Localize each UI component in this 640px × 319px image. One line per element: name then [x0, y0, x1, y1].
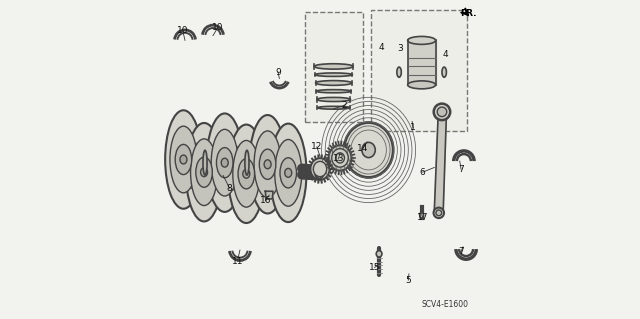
Ellipse shape: [433, 208, 444, 218]
Ellipse shape: [186, 123, 222, 221]
Text: 13: 13: [333, 154, 344, 163]
Ellipse shape: [254, 131, 281, 197]
Ellipse shape: [280, 158, 296, 188]
Ellipse shape: [344, 122, 393, 177]
Ellipse shape: [310, 158, 330, 180]
Text: 4: 4: [378, 43, 384, 52]
Ellipse shape: [315, 166, 324, 179]
Text: 9: 9: [275, 68, 281, 77]
Text: SCV4-E1600: SCV4-E1600: [422, 300, 468, 309]
Ellipse shape: [170, 126, 197, 193]
Text: 6: 6: [420, 168, 426, 177]
Text: 16: 16: [260, 196, 271, 205]
Ellipse shape: [238, 159, 255, 189]
Ellipse shape: [316, 81, 352, 85]
Ellipse shape: [408, 81, 436, 89]
Ellipse shape: [211, 129, 238, 196]
Ellipse shape: [196, 157, 212, 187]
Ellipse shape: [314, 64, 353, 69]
Ellipse shape: [436, 210, 442, 216]
Ellipse shape: [335, 153, 344, 163]
Ellipse shape: [264, 160, 271, 169]
Ellipse shape: [207, 114, 243, 212]
Ellipse shape: [397, 67, 401, 77]
Text: 12: 12: [311, 142, 323, 151]
Ellipse shape: [250, 115, 286, 213]
Text: 14: 14: [357, 144, 369, 153]
Ellipse shape: [362, 142, 375, 158]
Ellipse shape: [314, 161, 326, 177]
Ellipse shape: [175, 145, 192, 174]
Text: 17: 17: [417, 213, 428, 222]
Bar: [408, 41, 436, 85]
Text: 8: 8: [227, 184, 232, 193]
Text: FR.: FR.: [460, 9, 477, 18]
Ellipse shape: [317, 97, 351, 101]
Ellipse shape: [270, 123, 307, 222]
Text: 7: 7: [458, 165, 464, 174]
Ellipse shape: [203, 150, 207, 175]
Text: 3: 3: [397, 44, 403, 53]
Text: 5: 5: [405, 276, 411, 285]
Ellipse shape: [315, 73, 353, 77]
Text: 15: 15: [369, 263, 380, 272]
Text: 4: 4: [443, 49, 449, 59]
FancyBboxPatch shape: [371, 10, 467, 131]
Ellipse shape: [442, 67, 447, 77]
Ellipse shape: [317, 106, 350, 109]
FancyBboxPatch shape: [305, 12, 363, 122]
Ellipse shape: [243, 169, 250, 178]
Ellipse shape: [434, 104, 450, 120]
Ellipse shape: [191, 139, 218, 205]
Text: 10: 10: [212, 23, 223, 32]
Ellipse shape: [200, 168, 207, 177]
Ellipse shape: [437, 107, 447, 117]
Ellipse shape: [245, 150, 249, 175]
Ellipse shape: [228, 124, 264, 223]
Ellipse shape: [180, 155, 187, 164]
Ellipse shape: [408, 36, 436, 44]
Ellipse shape: [285, 168, 292, 177]
Text: 7: 7: [458, 247, 464, 256]
Ellipse shape: [328, 145, 351, 171]
Ellipse shape: [332, 149, 348, 167]
Ellipse shape: [420, 212, 424, 218]
Text: 2: 2: [341, 101, 347, 110]
Ellipse shape: [165, 110, 202, 209]
Text: 11: 11: [232, 257, 243, 266]
Text: 10: 10: [177, 26, 189, 35]
Ellipse shape: [216, 148, 233, 178]
Text: 1: 1: [410, 123, 416, 132]
Ellipse shape: [259, 149, 276, 179]
Polygon shape: [435, 115, 447, 210]
Ellipse shape: [221, 158, 228, 167]
Ellipse shape: [275, 139, 301, 206]
Ellipse shape: [233, 140, 260, 207]
Polygon shape: [266, 191, 273, 199]
Ellipse shape: [316, 90, 351, 93]
Ellipse shape: [376, 251, 382, 257]
